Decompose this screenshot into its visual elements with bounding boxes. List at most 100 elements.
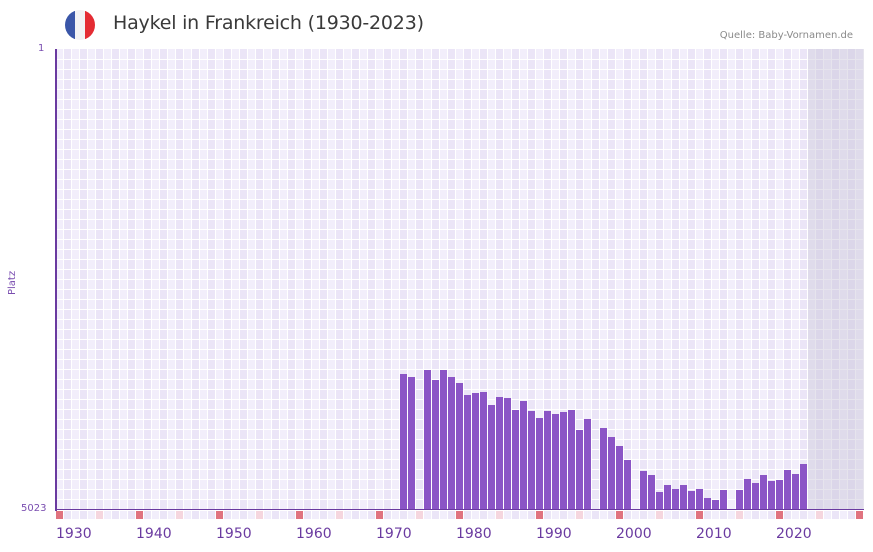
- grid-line: [56, 59, 864, 60]
- grid-line: [56, 379, 864, 380]
- bar-2010[interactable]: [696, 488, 703, 510]
- x-tick-1950: 1950: [216, 526, 252, 542]
- bar-1999[interactable]: [608, 436, 615, 510]
- bar-2005[interactable]: [656, 491, 663, 510]
- source-credit: Quelle: Baby-Vornamen.de: [719, 30, 853, 41]
- grid-line: [56, 249, 864, 250]
- bar-2011[interactable]: [704, 497, 711, 510]
- bar-1982[interactable]: [472, 392, 479, 510]
- year-marker: [320, 511, 327, 519]
- chart-title: Haykel in Frankreich (1930-2023): [113, 12, 424, 34]
- year-marker: [656, 511, 663, 519]
- year-marker: [416, 511, 423, 519]
- bar-1993[interactable]: [560, 411, 567, 510]
- year-marker: [528, 511, 535, 519]
- grid-line: [56, 299, 864, 300]
- bar-1987[interactable]: [512, 409, 519, 510]
- grid-line: [56, 239, 864, 240]
- year-marker: [312, 511, 319, 519]
- bar-1973[interactable]: [400, 373, 407, 510]
- year-marker: [160, 511, 167, 519]
- bar-2003[interactable]: [640, 470, 647, 510]
- year-marker: [832, 511, 839, 519]
- bar-2001[interactable]: [624, 459, 631, 510]
- bar-1985[interactable]: [496, 396, 503, 510]
- decade-marker: [376, 511, 383, 519]
- year-marker: [384, 511, 391, 519]
- bar-1994[interactable]: [568, 409, 575, 510]
- bar-1991[interactable]: [544, 410, 551, 510]
- bar-2009[interactable]: [688, 490, 695, 510]
- bar-2006[interactable]: [664, 484, 671, 510]
- bar-2012[interactable]: [712, 499, 719, 510]
- bar-2013[interactable]: [720, 489, 727, 510]
- year-marker: [424, 511, 431, 519]
- grid-line: [56, 269, 864, 270]
- bar-2022[interactable]: [792, 473, 799, 510]
- bar-1996[interactable]: [584, 418, 591, 510]
- bar-2015[interactable]: [736, 489, 743, 510]
- year-marker: [248, 511, 255, 519]
- year-marker: [496, 511, 503, 519]
- bar-1981[interactable]: [464, 394, 471, 510]
- grid-line: [56, 169, 864, 170]
- bar-1988[interactable]: [520, 400, 527, 510]
- bar-2004[interactable]: [648, 474, 655, 510]
- year-marker-strip: [56, 511, 864, 519]
- grid-line: [56, 99, 864, 100]
- bar-2020[interactable]: [776, 479, 783, 510]
- bar-1989[interactable]: [528, 410, 535, 510]
- year-marker: [192, 511, 199, 519]
- bar-1978[interactable]: [440, 369, 447, 510]
- year-marker: [200, 511, 207, 519]
- year-marker: [224, 511, 231, 519]
- bar-1976[interactable]: [424, 369, 431, 510]
- bar-2018[interactable]: [760, 474, 767, 510]
- year-marker: [232, 511, 239, 519]
- bar-1986[interactable]: [504, 397, 511, 510]
- year-marker: [640, 511, 647, 519]
- decade-marker: [616, 511, 623, 519]
- x-tick-1990: 1990: [536, 526, 572, 542]
- year-marker: [464, 511, 471, 519]
- decade-marker: [216, 511, 223, 519]
- bar-2019[interactable]: [768, 480, 775, 510]
- bar-2000[interactable]: [616, 445, 623, 510]
- decade-marker: [696, 511, 703, 519]
- plot-area: [56, 49, 864, 510]
- year-marker: [208, 511, 215, 519]
- bar-2008[interactable]: [680, 484, 687, 510]
- grid-line: [56, 119, 864, 120]
- year-marker: [544, 511, 551, 519]
- year-marker: [104, 511, 111, 519]
- bar-1998[interactable]: [600, 427, 607, 510]
- year-marker: [240, 511, 247, 519]
- bar-1974[interactable]: [408, 376, 415, 510]
- year-marker: [144, 511, 151, 519]
- bar-2016[interactable]: [744, 478, 751, 510]
- bar-1992[interactable]: [552, 413, 559, 510]
- x-tick-1960: 1960: [296, 526, 332, 542]
- decade-marker: [56, 511, 63, 519]
- year-marker: [168, 511, 175, 519]
- bar-2021[interactable]: [784, 469, 791, 510]
- grid-line: [56, 179, 864, 180]
- year-marker: [488, 511, 495, 519]
- year-marker: [288, 511, 295, 519]
- bar-1980[interactable]: [456, 382, 463, 510]
- bar-1984[interactable]: [488, 404, 495, 510]
- x-tick-2010: 2010: [696, 526, 732, 542]
- year-marker: [264, 511, 271, 519]
- bar-1990[interactable]: [536, 417, 543, 510]
- year-marker: [360, 511, 367, 519]
- bar-1983[interactable]: [480, 391, 487, 510]
- bar-1979[interactable]: [448, 376, 455, 510]
- bar-2017[interactable]: [752, 482, 759, 510]
- bar-2007[interactable]: [672, 488, 679, 510]
- grid-line: [56, 329, 864, 330]
- year-marker: [344, 511, 351, 519]
- bar-2023[interactable]: [800, 463, 807, 510]
- decade-marker: [856, 511, 863, 519]
- bar-1977[interactable]: [432, 379, 439, 510]
- bar-1995[interactable]: [576, 429, 583, 510]
